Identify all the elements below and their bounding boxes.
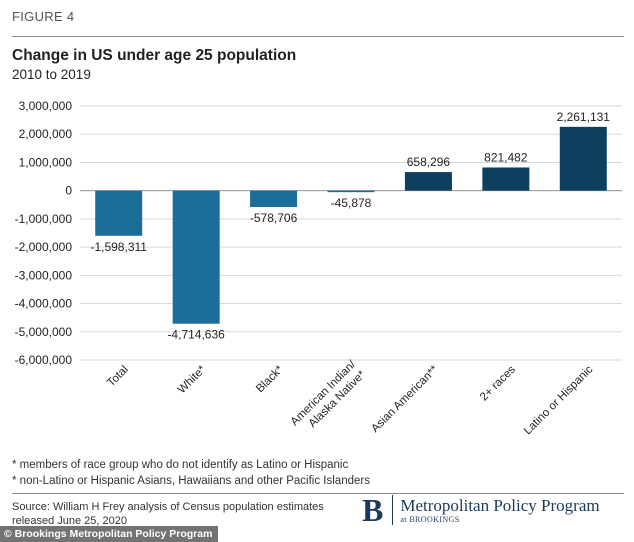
y-tick-label: 0 xyxy=(65,184,72,198)
top-divider xyxy=(12,36,624,37)
bar xyxy=(482,167,530,191)
x-tick-label: Asian American** xyxy=(369,363,441,435)
chart-title: Change in US under age 25 population xyxy=(12,47,297,64)
bars xyxy=(95,126,607,324)
copyright-watermark: © Brookings Metropolitan Policy Program xyxy=(0,526,219,542)
logo-name: Metropolitan Policy Program xyxy=(400,496,600,515)
y-tick-label: 2,000,000 xyxy=(19,127,73,141)
bar xyxy=(172,190,220,324)
y-tick-label: 3,000,000 xyxy=(19,99,73,113)
bar-chart: 3,000,000 2,000,000 1,000,000 0 -1,000,000 -2… xyxy=(15,99,622,438)
source-note: Source: William H Frey analysis of Censu… xyxy=(12,501,324,527)
y-tick-label: -1,000,000 xyxy=(15,212,73,226)
y-tick-label: -4,000,000 xyxy=(15,297,73,311)
x-tick-label: White* xyxy=(176,363,209,396)
logo-subtitle: at BROOKINGS xyxy=(400,515,460,524)
bar xyxy=(250,190,298,207)
y-tick-label: 1,000,000 xyxy=(19,155,73,169)
bottom-divider xyxy=(12,493,624,494)
chart-subtitle: 2010 to 2019 xyxy=(12,67,91,82)
x-tick-label: 2+ races xyxy=(478,363,518,403)
bar xyxy=(559,126,607,191)
x-tick-label: Black* xyxy=(254,363,286,395)
bar xyxy=(327,190,375,193)
logo-divider xyxy=(392,495,394,525)
y-tick-label: -3,000,000 xyxy=(15,268,73,282)
y-tick-label: -6,000,000 xyxy=(15,353,73,367)
data-label: 658,296 xyxy=(407,155,451,169)
x-axis-tick-labels: Total White* Black* American Indian/Alaska … xyxy=(105,358,596,438)
data-label: -4,714,636 xyxy=(167,328,225,342)
x-tick-label: American Indian/Alaska Native* xyxy=(289,358,369,438)
brookings-logo: B Metropolitan Policy Program at BROOKIN… xyxy=(362,494,600,526)
footnote-asian: * non-Latino or Hispanic Asians, Hawaiia… xyxy=(12,475,370,487)
footnote-race: * members of race group who do not ident… xyxy=(12,459,349,471)
data-label: 2,261,131 xyxy=(557,110,611,124)
x-tick-label: Total xyxy=(105,364,131,390)
y-axis-tick-labels: 3,000,000 2,000,000 1,000,000 0 -1,000,000 -2… xyxy=(15,99,73,367)
figure-label: FIGURE 4 xyxy=(12,9,75,24)
data-label: -45,878 xyxy=(331,196,372,210)
bar xyxy=(404,172,452,191)
logo-mark: B xyxy=(362,492,384,528)
y-tick-label: -2,000,000 xyxy=(15,240,73,254)
x-tick-label: Latino or Hispanic xyxy=(522,363,596,437)
footnotes: * members of race group who do not ident… xyxy=(12,457,370,489)
data-labels: -1,598,311 -4,714,636 -578,706 -45,878 658,2… xyxy=(90,110,610,342)
data-label: -578,706 xyxy=(250,211,298,225)
bar xyxy=(95,190,143,236)
grid-lines xyxy=(80,105,622,361)
data-label: 821,482 xyxy=(484,150,528,164)
y-tick-label: -5,000,000 xyxy=(15,325,73,339)
data-label: -1,598,311 xyxy=(90,240,147,254)
